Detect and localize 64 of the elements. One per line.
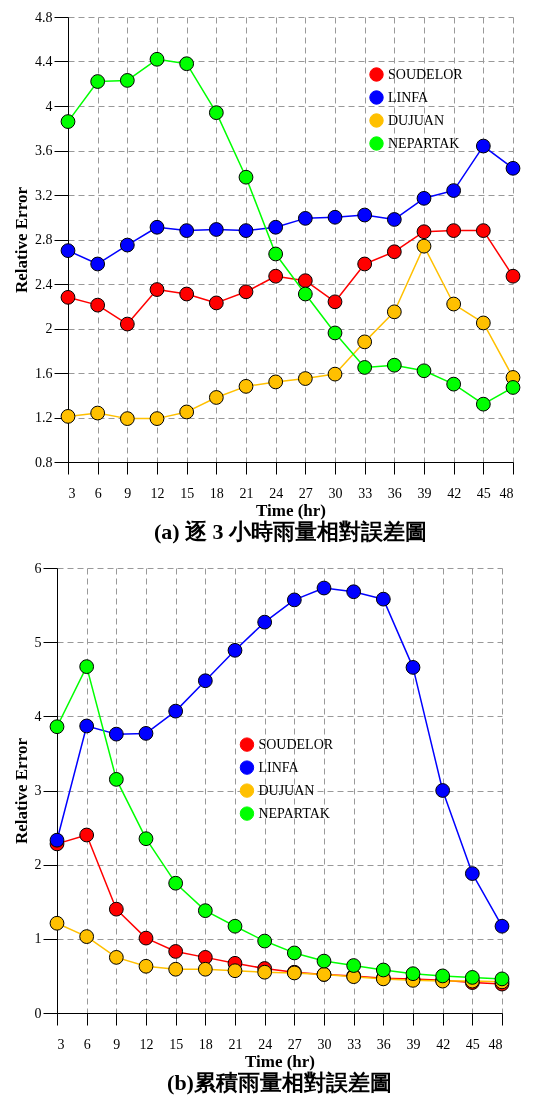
x-tick-label: 18	[209, 485, 224, 501]
x-axis-title: Time (hr)	[255, 500, 327, 520]
x-tick-label: 24	[258, 1036, 273, 1052]
x-tick-label: 6	[94, 485, 102, 501]
x-tick-label: 45	[476, 485, 491, 501]
y-tick-label: 3	[34, 783, 42, 798]
y-tick-label: 5	[34, 634, 42, 650]
y-tick-label: 4	[45, 98, 53, 114]
x-tick-label: 48	[499, 485, 514, 501]
y-axis-title: Relative Error	[11, 737, 31, 844]
x-tick-label: 33	[347, 1036, 362, 1052]
y-tick-label: 4.4	[35, 54, 53, 69]
x-tick-label: 30	[317, 1036, 332, 1052]
x-tick-label: 9	[124, 485, 132, 501]
legend-label: DUJUAN	[388, 112, 444, 128]
y-tick-label: 2	[34, 857, 42, 873]
x-tick-label: 15	[180, 485, 195, 501]
legend-label: LINFA	[388, 89, 430, 105]
y-tick-label: 4.8	[35, 9, 53, 25]
x-tick-label: 42	[436, 1036, 451, 1052]
legend-label: SOUDELOR	[258, 736, 334, 752]
y-tick-label: 2.8	[35, 232, 53, 247]
x-tick-label: 45	[465, 1036, 480, 1052]
y-tick-label: 6	[34, 560, 42, 576]
x-tick-label: 24	[269, 485, 284, 501]
x-tick-label: 12	[139, 1036, 154, 1052]
x-tick-label: 36	[376, 1036, 391, 1052]
x-tick-label: 48	[488, 1036, 503, 1052]
y-tick-label: 2.4	[35, 276, 53, 292]
y-tick-label: 0.8	[35, 454, 53, 470]
y-tick-label: 0	[34, 1005, 42, 1021]
legend-label: NEPARTAK	[258, 805, 330, 821]
y-tick-label: 1.6	[35, 365, 53, 381]
x-tick-label: 18	[198, 1036, 213, 1052]
x-tick-label: 3	[68, 485, 76, 501]
x-axis-title: Time (hr)	[244, 1051, 316, 1071]
x-tick-label: 30	[328, 485, 343, 501]
y-tick-label: 3.6	[35, 143, 53, 158]
y-tick-label: 1.2	[35, 410, 53, 425]
y-axis-title: Relative Error	[12, 186, 31, 293]
x-tick-label: 27	[298, 485, 313, 501]
legend-label: NEPARTAK	[388, 135, 460, 151]
y-tick-label: 3.2	[35, 187, 53, 203]
x-tick-label: 42	[447, 485, 462, 501]
y-tick-label: 1	[34, 931, 42, 947]
y-tick-label: 4	[34, 708, 42, 724]
x-tick-label: 12	[150, 485, 165, 501]
x-tick-label: 15	[169, 1036, 184, 1052]
legend-label: LINFA	[258, 759, 300, 775]
text: (b)累積雨量相對誤差圖	[167, 1070, 392, 1095]
x-tick-label: 33	[358, 485, 373, 501]
legend-label: SOUDELOR	[388, 66, 464, 82]
x-tick-label: 9	[113, 1036, 121, 1052]
x-tick-label: 36	[387, 485, 402, 501]
x-tick-label: 27	[287, 1036, 302, 1052]
legend-label: DUJUAN	[258, 782, 315, 798]
x-tick-label: 39	[417, 485, 432, 501]
x-tick-label: 39	[406, 1036, 421, 1052]
x-tick-label: 21	[228, 1036, 243, 1052]
x-tick-label: 3	[57, 1036, 65, 1052]
x-tick-label: 6	[83, 1036, 91, 1052]
x-tick-label: 21	[239, 485, 254, 501]
text: (a) 逐 3 小時雨量相對誤差圖	[153, 519, 428, 544]
y-tick-label: 2	[45, 321, 53, 336]
